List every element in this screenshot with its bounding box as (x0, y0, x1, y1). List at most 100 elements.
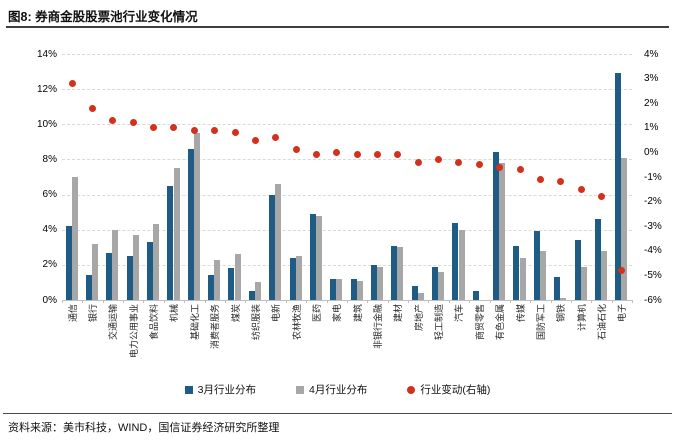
category-label: 基础化工 (188, 304, 201, 376)
category-label-text: 家电 (332, 304, 343, 323)
category-label-text: 传媒 (515, 304, 526, 323)
bar-march (513, 245, 520, 300)
left-axis-tick-label: 14% (36, 48, 57, 60)
left-axis-tick-label: 12% (36, 83, 57, 95)
change-dot (129, 119, 137, 127)
bar-march (106, 252, 113, 300)
legend-item-march: 3月行业分布 (184, 382, 256, 397)
bar-april (316, 215, 323, 300)
category-label-text: 消费者服务 (210, 304, 221, 350)
x-axis-tick (489, 300, 491, 303)
x-axis-tick (469, 300, 471, 303)
change-dot (455, 158, 463, 166)
bar-march (85, 275, 92, 300)
change-dot (374, 151, 382, 159)
x-axis-tick (611, 300, 613, 303)
category-label: 电新 (269, 304, 282, 376)
bar-april (92, 243, 99, 300)
category-label: 消费者服务 (208, 304, 221, 376)
left-axis-tick-label: 6% (42, 189, 57, 201)
right-axis-tick-label: -1% (644, 171, 662, 183)
x-axis-tick (265, 300, 267, 303)
change-dot (394, 151, 402, 159)
category-label: 有色金属 (493, 304, 506, 376)
bar-march (452, 222, 459, 300)
legend-square-april-icon (296, 385, 304, 394)
change-dot (272, 134, 280, 142)
legend-item-change: 行业变动(右轴) (407, 382, 490, 397)
category-label: 交通运输 (106, 304, 119, 376)
bar-april (254, 282, 261, 300)
x-axis-tick (591, 300, 593, 303)
bar-march (208, 275, 215, 300)
bar-march (615, 73, 622, 300)
bar-march (370, 264, 377, 300)
legend-circle-change-icon (407, 385, 416, 394)
right-axis-tick-label: -4% (644, 245, 662, 257)
category-label-text: 通信 (67, 304, 78, 323)
change-dot (312, 151, 320, 159)
change-dot (475, 161, 483, 169)
legend-label-change: 行业变动(右轴) (420, 384, 491, 396)
bar-march (350, 278, 357, 300)
bar-april (336, 278, 343, 300)
category-label-text: 食品饮料 (149, 304, 160, 341)
gridline (62, 54, 632, 55)
change-dot (516, 166, 524, 174)
x-axis-tick (632, 300, 633, 303)
change-dot (109, 116, 117, 124)
change-dot (597, 193, 605, 201)
category-label-text: 汽车 (454, 304, 465, 323)
change-dot (190, 126, 198, 134)
x-axis-tick (326, 300, 328, 303)
bar-march (289, 257, 296, 300)
category-label-text: 电力公用事业 (128, 304, 139, 359)
x-axis-tick (387, 300, 389, 303)
category-label-text: 钢铁 (556, 304, 567, 323)
legend-square-march-icon (184, 385, 193, 394)
x-axis-tick (367, 300, 369, 303)
x-axis-tick (570, 300, 572, 303)
change-dot (150, 124, 158, 132)
right-axis-tick-label: 2% (644, 97, 659, 109)
x-axis-tick (530, 300, 532, 303)
category-label: 电子 (615, 304, 628, 376)
change-dot (333, 148, 341, 156)
bar-march (493, 152, 500, 300)
gridline (62, 229, 632, 231)
x-axis-tick (82, 300, 84, 303)
bar-april (193, 133, 200, 300)
change-dot (496, 163, 504, 171)
right-axis-tick-label: 3% (644, 73, 659, 85)
category-label: 轻工制造 (432, 304, 445, 376)
bar-april (377, 266, 384, 300)
bar-april (539, 250, 546, 300)
gridline (62, 264, 632, 266)
right-axis-tick-label: -3% (644, 220, 662, 232)
category-label-text: 纺织服装 (250, 304, 261, 341)
bar-march (248, 291, 255, 300)
category-label-text: 交通运输 (108, 304, 119, 341)
change-dot (251, 136, 259, 144)
bar-april (214, 259, 221, 300)
change-dot (211, 126, 219, 134)
category-label: 房地产 (412, 304, 425, 376)
category-label: 农林牧渔 (290, 304, 303, 376)
bar-march (472, 291, 479, 300)
category-label: 非银行金融 (371, 304, 384, 376)
left-axis-tick-label: 0% (42, 294, 57, 306)
category-label: 食品饮料 (147, 304, 160, 376)
bar-march (65, 226, 72, 300)
category-label: 建筑 (351, 304, 364, 376)
bar-march (594, 219, 601, 300)
bar-march (411, 285, 418, 300)
x-axis-tick (184, 300, 186, 303)
figure-title: 图8: 券商金股股票池行业变化情况 (8, 10, 198, 24)
change-dot (231, 129, 239, 137)
category-label: 建材 (391, 304, 404, 376)
bar-march (574, 240, 581, 300)
bar-april (234, 254, 241, 300)
right-axis-tick-label: 4% (644, 48, 659, 60)
x-axis-tick (306, 300, 308, 303)
